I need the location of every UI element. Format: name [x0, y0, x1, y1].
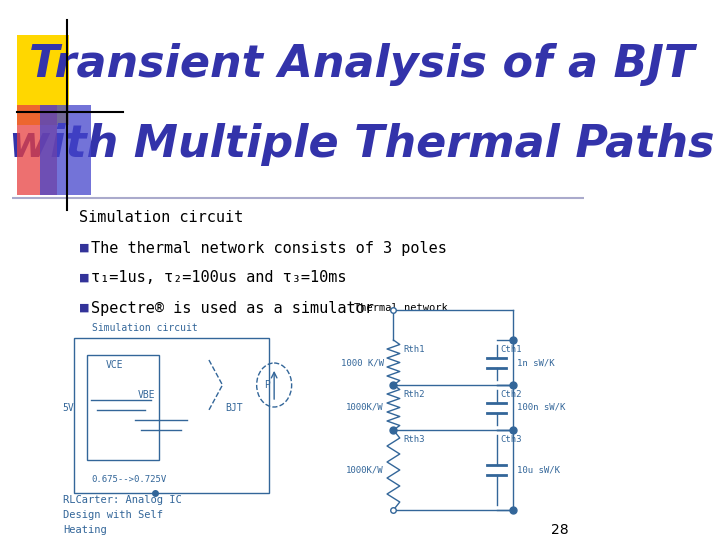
Text: Simulation circuit: Simulation circuit: [79, 211, 243, 226]
Text: Design with Self: Design with Self: [63, 510, 163, 520]
Text: 1000K/W: 1000K/W: [346, 403, 384, 412]
Text: Rth2: Rth2: [403, 390, 425, 399]
Text: 0.675-->0.725V: 0.675-->0.725V: [91, 476, 166, 484]
Bar: [40, 105, 91, 195]
Text: Thermal network: Thermal network: [354, 303, 447, 313]
Bar: [17, 105, 57, 195]
Text: RLCarter: Analog IC: RLCarter: Analog IC: [63, 495, 182, 505]
Text: 1000 K/W: 1000 K/W: [341, 358, 384, 367]
Text: VCE: VCE: [106, 360, 123, 370]
Text: with Multiple Thermal Paths: with Multiple Thermal Paths: [9, 124, 714, 166]
Bar: [87, 355, 159, 460]
Text: 10u sW/K: 10u sW/K: [517, 465, 559, 475]
Text: 28: 28: [551, 523, 568, 537]
Text: Cth1: Cth1: [501, 345, 522, 354]
Text: VBE: VBE: [138, 390, 155, 400]
Text: Heating: Heating: [63, 525, 107, 535]
Text: Simulation circuit: Simulation circuit: [92, 323, 198, 333]
Text: P: P: [265, 380, 271, 390]
Text: BJT: BJT: [225, 403, 243, 413]
Bar: [17, 35, 69, 125]
Text: ■: ■: [79, 303, 90, 313]
Text: Cth2: Cth2: [501, 390, 522, 399]
Text: Rth1: Rth1: [403, 345, 425, 354]
Text: ■: ■: [79, 243, 90, 253]
Text: Rth3: Rth3: [403, 435, 425, 444]
Text: Cth3: Cth3: [501, 435, 522, 444]
Text: ■: ■: [79, 273, 90, 283]
Text: 100n sW/K: 100n sW/K: [517, 403, 565, 412]
Text: The thermal network consists of 3 poles: The thermal network consists of 3 poles: [91, 240, 447, 255]
Text: 5V: 5V: [62, 403, 73, 413]
Text: Transient Analysis of a BJT: Transient Analysis of a BJT: [29, 44, 694, 86]
Text: Spectre® is used as a simulator: Spectre® is used as a simulator: [91, 300, 374, 315]
Text: 1000K/W: 1000K/W: [346, 465, 384, 475]
Text: τ₁=1us, τ₂=100us and τ₃=10ms: τ₁=1us, τ₂=100us and τ₃=10ms: [91, 271, 347, 286]
Text: 1n sW/K: 1n sW/K: [517, 358, 554, 367]
Bar: [73, 338, 269, 493]
